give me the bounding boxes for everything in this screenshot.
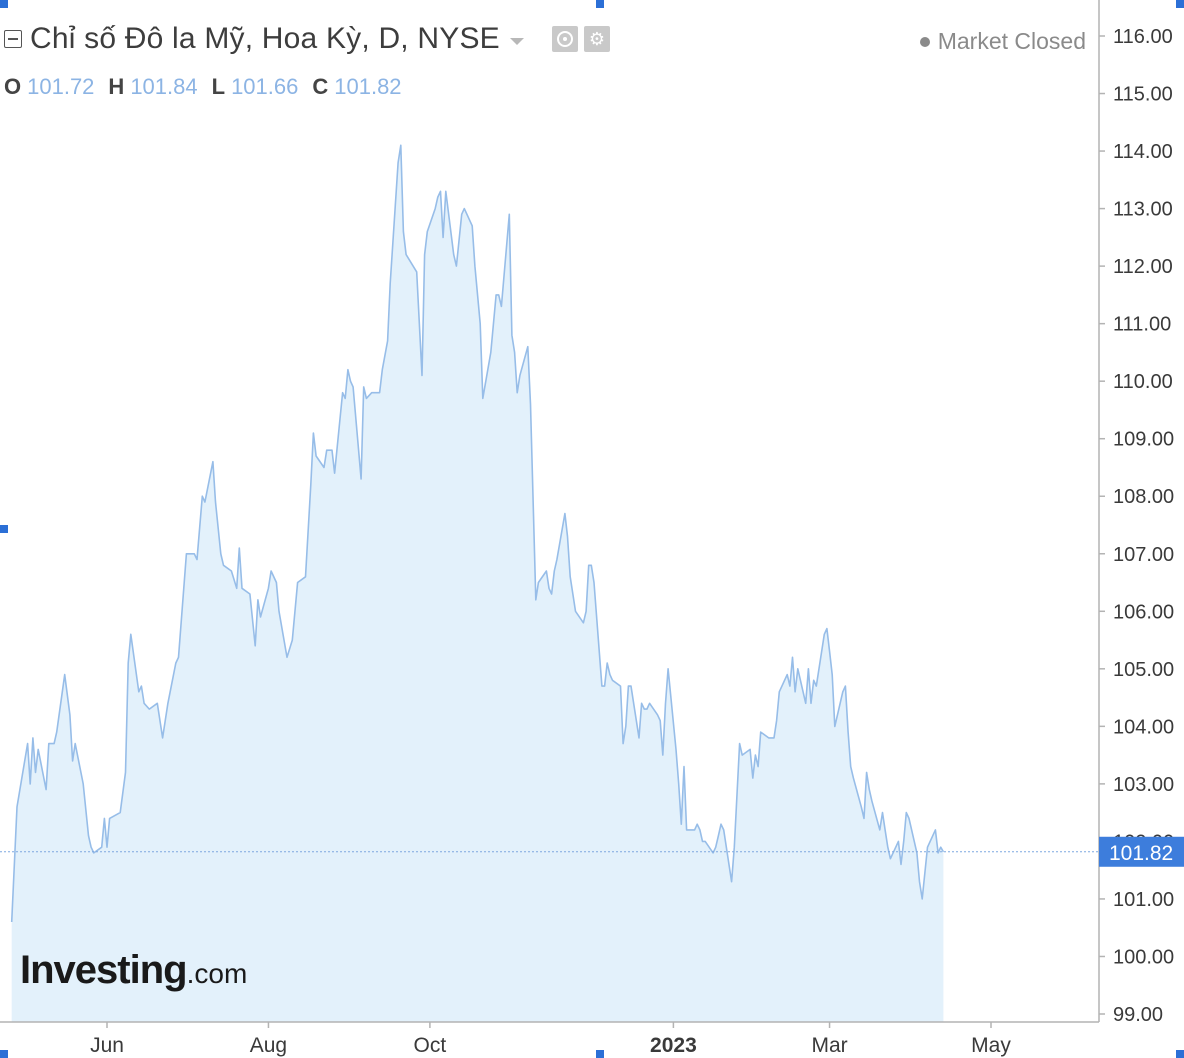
y-tick-label: 108.00 (1113, 486, 1174, 508)
x-tick-label: Mar (811, 1034, 847, 1057)
y-tick-label: 106.00 (1113, 601, 1174, 623)
investing-logo: Investing.com (20, 948, 247, 993)
open-value: 101.72 (27, 74, 95, 99)
corner-marker (596, 1050, 604, 1058)
corner-marker (0, 1050, 8, 1058)
chart-plot-area (0, 144, 1099, 1023)
close-label: C (312, 74, 329, 99)
logo-suffix: .com (186, 958, 248, 989)
chevron-down-icon[interactable] (509, 37, 524, 45)
market-status: Market Closed (919, 28, 1086, 55)
chart-title[interactable]: Chỉ số Đô la Mỹ, Hoa Kỳ, D, NYSE (30, 22, 500, 55)
low-value: 101.66 (231, 74, 299, 99)
y-tick-label: 115.00 (1113, 84, 1173, 106)
corner-marker (0, 0, 8, 8)
market-status-text: Market Closed (937, 28, 1086, 54)
logo-main: Investing (20, 948, 188, 992)
ohlc-readout: O 101.72 H 101.84 L 101.66 C 101.82 (4, 74, 416, 100)
x-axis[interactable]: Jun Aug Oct 2023 Mar May (90, 1022, 1011, 1057)
y-tick-label: 112.00 (1113, 256, 1173, 278)
x-tick-label: 2023 (650, 1034, 697, 1057)
price-series-line (10, 144, 945, 923)
collapse-icon[interactable] (4, 30, 22, 48)
last-price-label: 101.82 (1099, 836, 1184, 867)
y-tick-label: 101.00 (1113, 889, 1174, 911)
y-tick-label: 109.00 (1113, 429, 1174, 451)
y-tick-label: 107.00 (1113, 544, 1174, 566)
y-axis[interactable]: 99.00100.00101.00102.00103.00104.00105.0… (1099, 26, 1174, 1026)
close-value: 101.82 (334, 74, 402, 99)
corner-marker (1176, 1050, 1184, 1058)
eye-icon[interactable] (551, 26, 578, 52)
chart-header: Chỉ số Đô la Mỹ, Hoa Kỳ, D, NYSE ⚙ (4, 22, 610, 56)
x-tick-label: Aug (250, 1034, 287, 1057)
y-tick-label: 100.00 (1113, 946, 1174, 968)
x-tick-label: Oct (414, 1034, 447, 1057)
y-tick-label: 111.00 (1113, 314, 1171, 336)
y-tick-label: 103.00 (1113, 774, 1174, 796)
open-label: O (4, 74, 22, 99)
corner-marker (596, 0, 604, 8)
y-tick-label: 116.00 (1113, 26, 1173, 48)
high-value: 101.84 (130, 74, 198, 99)
gear-icon[interactable]: ⚙ (583, 26, 610, 52)
low-label: L (211, 74, 226, 99)
price-area-fill (11, 145, 944, 1023)
status-dot-icon (919, 36, 930, 47)
x-tick-label: May (971, 1034, 1011, 1057)
corner-marker (0, 525, 8, 533)
y-tick-label: 110.00 (1113, 371, 1173, 393)
x-tick-label: Jun (90, 1034, 124, 1057)
corner-marker (1176, 0, 1184, 8)
y-tick-label: 113.00 (1113, 199, 1173, 221)
last-price-value: 101.82 (1109, 842, 1173, 865)
y-tick-label: 105.00 (1113, 659, 1174, 681)
y-tick-label: 99.00 (1113, 1004, 1163, 1026)
high-label: H (108, 74, 125, 99)
y-tick-label: 114.00 (1113, 141, 1173, 163)
y-tick-label: 104.00 (1113, 716, 1174, 738)
